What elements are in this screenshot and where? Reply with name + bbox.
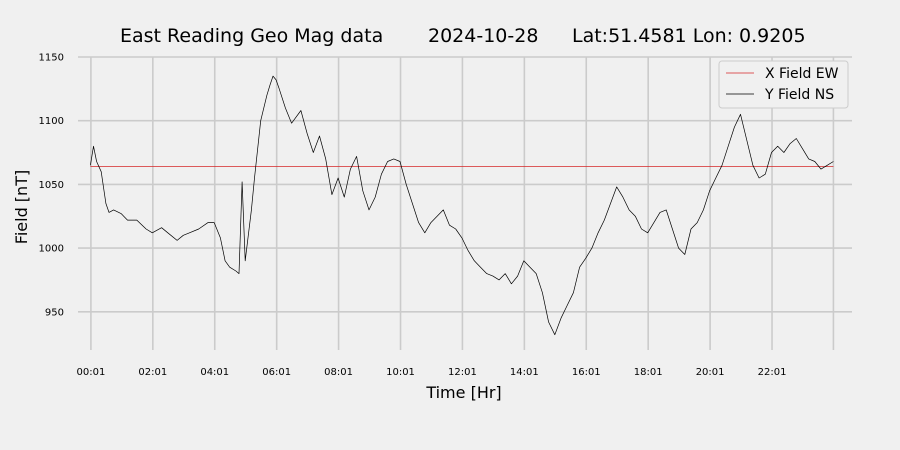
chart-title-date: 2024-10-28: [428, 25, 538, 47]
x-tick-label: 02:01: [138, 367, 167, 378]
x-tick-label: 16:01: [572, 367, 601, 378]
x-axis-label: Time [Hr]: [425, 383, 501, 402]
x-tick-label: 22:01: [758, 367, 787, 378]
y-tick-label: 1050: [39, 180, 64, 191]
legend-label-x-field-ew: X Field EW: [765, 66, 839, 82]
x-tick-label: 10:01: [386, 367, 415, 378]
chart-title-location: Lat:51.4581 Lon: 0.9205: [572, 25, 806, 47]
x-axis-ticks: 00:01 02:01 04:01 06:01 08:01 10:01 12:01 14:01…: [76, 367, 786, 378]
y-axis-ticks: 950 1000 1050 1100 1150: [39, 53, 64, 319]
x-tick-label: 00:01: [76, 367, 105, 378]
y-axis-label: Field [nT]: [12, 170, 31, 244]
x-tick-label: 04:01: [200, 367, 229, 378]
plot-area: [90, 75, 834, 336]
x-tick-label: 08:01: [324, 367, 353, 378]
x-tick-label: 20:01: [696, 367, 725, 378]
x-tick-label: 14:01: [510, 367, 539, 378]
legend: X Field EW Y Field NS: [718, 60, 849, 109]
y-tick-label: 1000: [39, 244, 64, 255]
y-tick-label: 1100: [39, 116, 64, 127]
y-tick-label: 1150: [39, 53, 64, 64]
x-tick-label: 18:01: [634, 367, 663, 378]
series-line-y-field-ns: [90, 75, 834, 336]
chart-title-main: East Reading Geo Mag data: [120, 25, 383, 47]
x-tick-label: 06:01: [262, 367, 291, 378]
grid: [78, 56, 852, 350]
x-tick-label: 12:01: [448, 367, 477, 378]
legend-label-y-field-ns: Y Field NS: [764, 87, 834, 103]
y-tick-label: 950: [45, 307, 64, 318]
chart-title: East Reading Geo Mag data 2024-10-28 Lat…: [120, 25, 806, 47]
